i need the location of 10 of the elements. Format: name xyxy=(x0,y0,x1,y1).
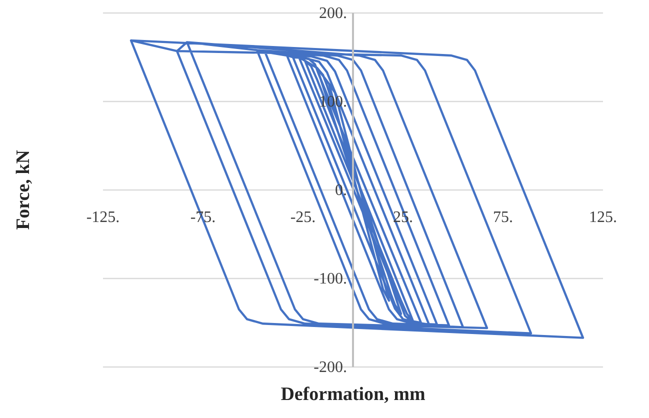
line-series xyxy=(130,39,584,339)
x-tick-label: 75. xyxy=(493,209,513,226)
y-tick-label: -100. xyxy=(314,270,347,288)
x-axis-title: Deformation, mm xyxy=(280,384,426,406)
x-tick-label: -125. xyxy=(86,209,120,226)
y-tick-label: -200. xyxy=(314,359,347,376)
x-tick-label: -25. xyxy=(290,209,316,226)
x-tick-label: 125. xyxy=(589,209,617,226)
y-tick-label: 200. xyxy=(319,5,347,22)
y-axis-title: Force, kN xyxy=(13,150,35,230)
